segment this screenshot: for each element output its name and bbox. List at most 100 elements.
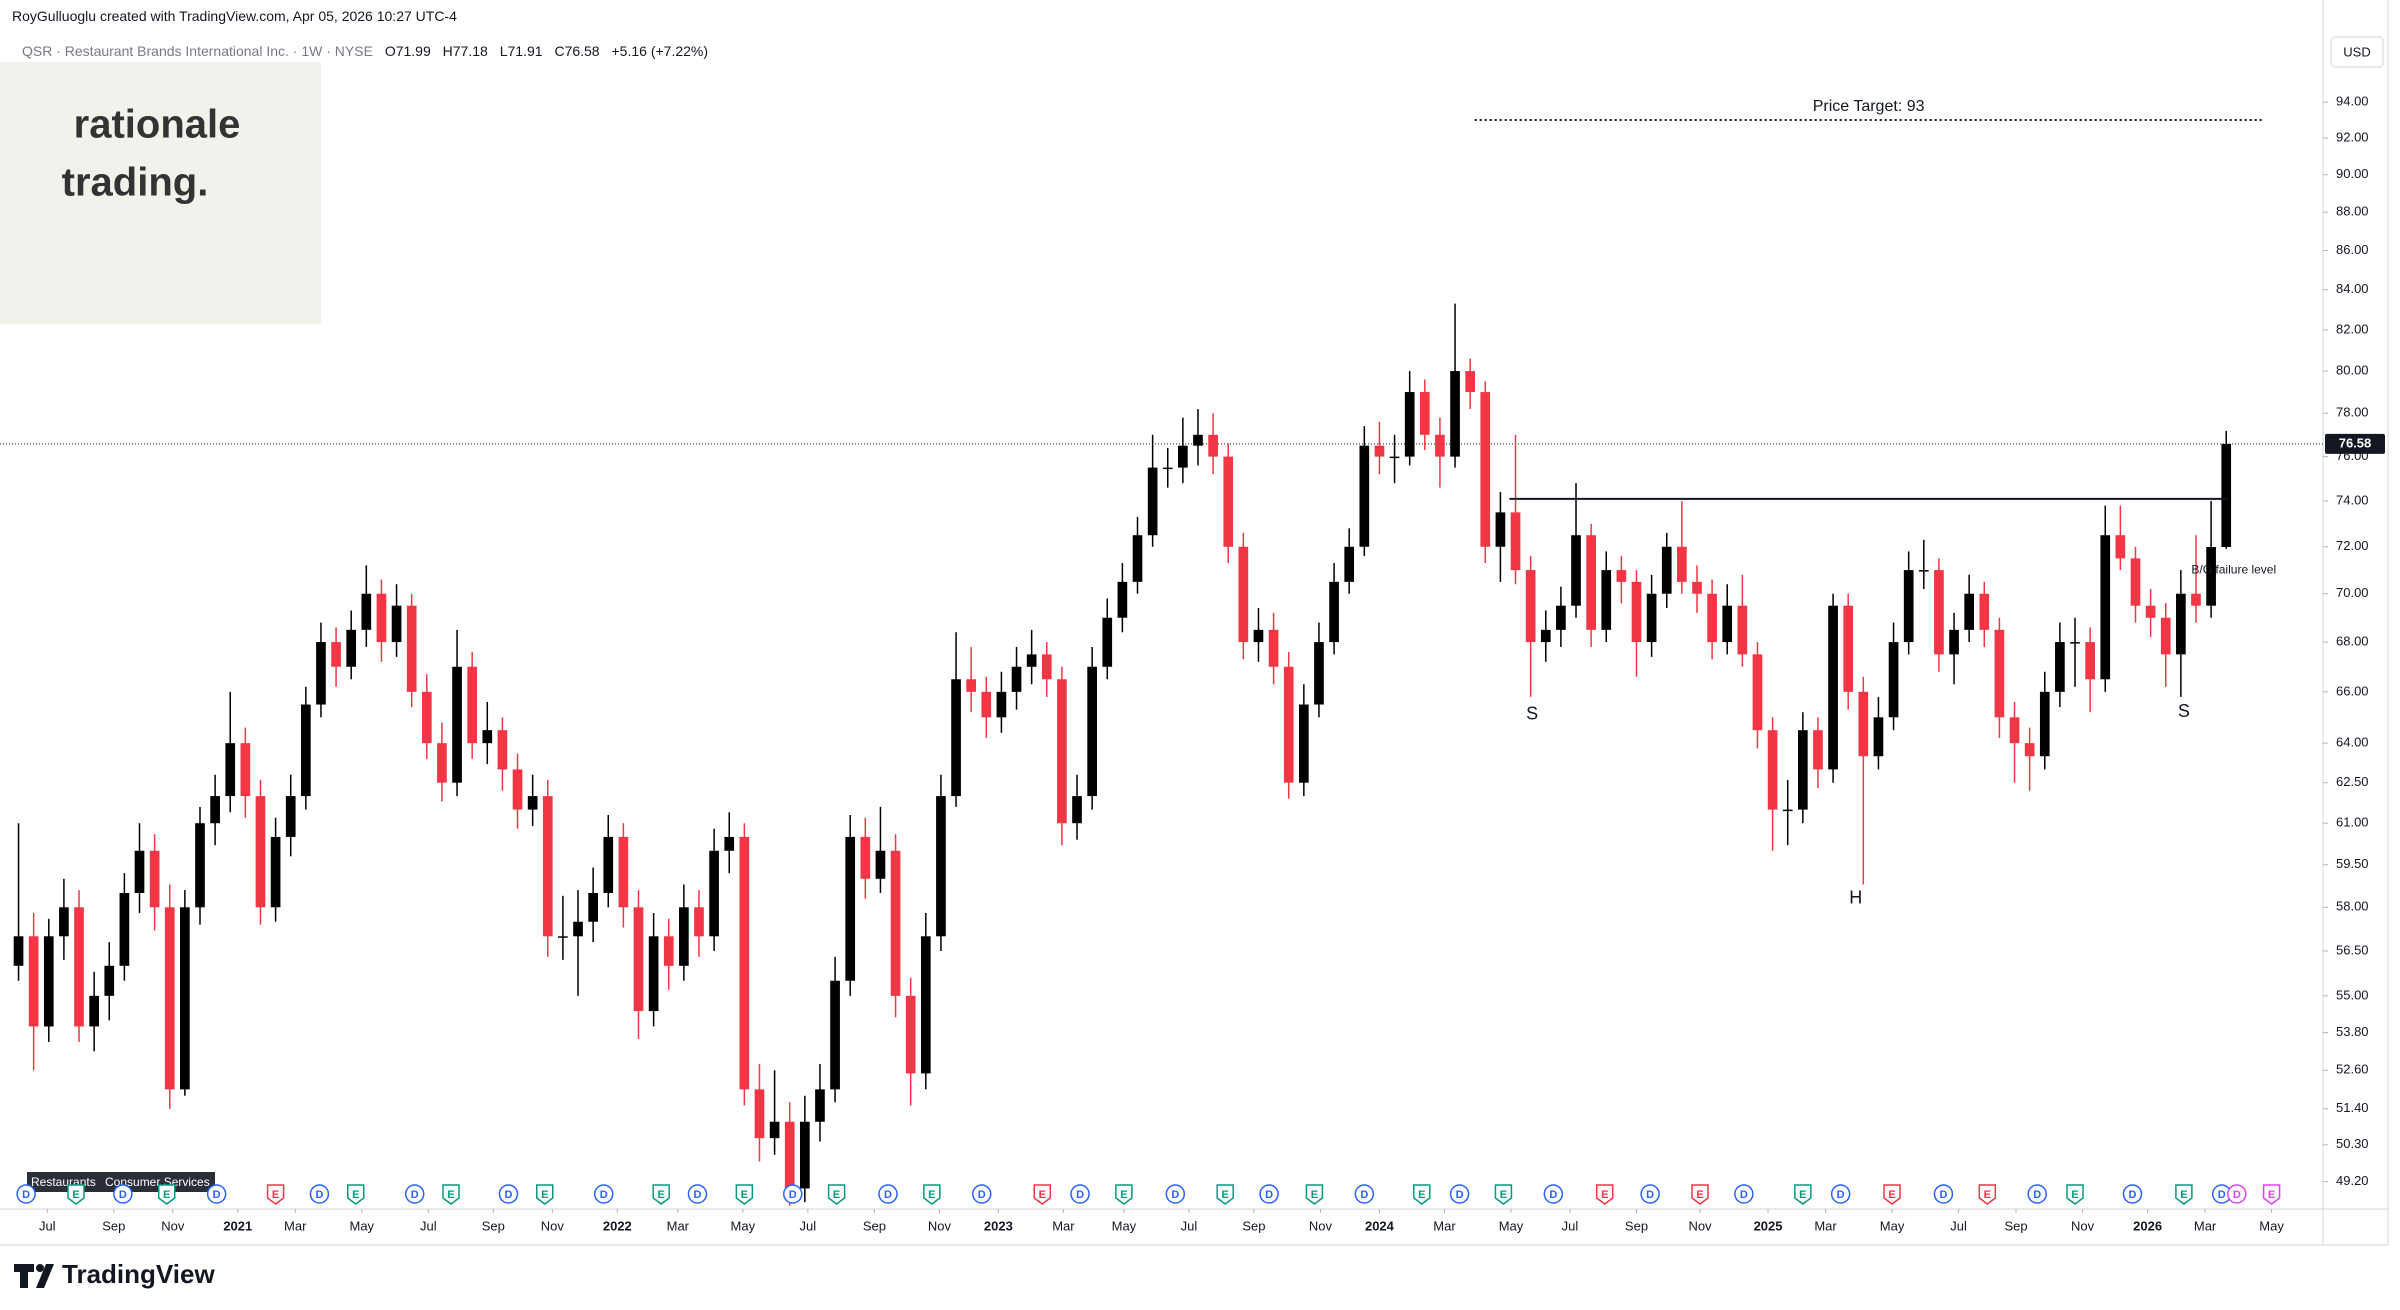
event-label: E (163, 1189, 170, 1201)
event-icon[interactable]: E (652, 1184, 670, 1205)
event-icon[interactable]: E (266, 1184, 285, 1205)
event-shape (1691, 1184, 1709, 1205)
event-label: E (1601, 1189, 1608, 1201)
event-icon[interactable]: D (782, 1184, 803, 1204)
y-tick-label: 51.40 (2336, 1100, 2369, 1115)
candle-body (769, 1121, 780, 1139)
event-label: E (1888, 1189, 1895, 1201)
currency-box[interactable] (2330, 36, 2384, 68)
candle-body (255, 796, 266, 908)
candle-body (497, 730, 508, 770)
event-icon[interactable]: D (1734, 1184, 1754, 1204)
event-shape (113, 1184, 133, 1204)
candle-body (13, 936, 24, 966)
candle-body (1540, 629, 1551, 643)
event-icon[interactable]: E (827, 1184, 846, 1205)
event-shape (1115, 1184, 1133, 1205)
event-icon[interactable]: D (16, 1184, 36, 1204)
event-icon[interactable]: E (1115, 1184, 1133, 1205)
event-icon[interactable]: E (442, 1184, 460, 1205)
event-icon[interactable]: E (1794, 1184, 1812, 1205)
candle-body (603, 836, 614, 893)
candle-body (421, 691, 432, 744)
event-label: D (1837, 1189, 1845, 1201)
event-icon[interactable]: D (2122, 1184, 2143, 1204)
y-tick-label: 84.00 (2336, 281, 2369, 296)
event-icon[interactable]: E (1033, 1184, 1051, 1205)
candle-body (28, 936, 39, 1027)
event-icon[interactable]: E (2175, 1184, 2193, 1205)
event-icon[interactable]: D (1070, 1184, 1090, 1204)
candle-body (1994, 629, 2005, 718)
event-icon[interactable]: D (1933, 1184, 1954, 1204)
y-tick-label: 64.00 (2336, 735, 2369, 750)
ohlc-label: O (384, 43, 396, 59)
event-icon[interactable]: D (113, 1184, 133, 1204)
event-icon[interactable]: D (972, 1184, 992, 1204)
event-icon[interactable]: D (1543, 1184, 1564, 1204)
candle-body (1571, 535, 1581, 606)
event-icon[interactable]: E (536, 1184, 554, 1205)
candle-body (1631, 581, 1642, 643)
event-icon[interactable]: D (1640, 1184, 1660, 1204)
y-tick-label: 52.60 (2336, 1062, 2369, 1077)
event-shape (67, 1184, 85, 1205)
event-icon[interactable]: D (404, 1184, 425, 1204)
event-icon[interactable]: D (309, 1184, 330, 1204)
event-icon[interactable]: E (346, 1184, 365, 1205)
y-tick-label: 61.00 (2336, 815, 2369, 830)
event-label: E (447, 1189, 454, 1201)
event-icon[interactable]: E (1596, 1184, 1614, 1205)
candle-body (1677, 546, 1687, 582)
event-icon[interactable]: E (1216, 1184, 1234, 1205)
candle-body (1979, 593, 1990, 630)
event-icon[interactable]: E (923, 1184, 941, 1205)
price-target-label: Price Target: 93 (1813, 98, 1925, 115)
candle-body (633, 907, 644, 1012)
event-label: D (1646, 1189, 1654, 1201)
event-icon[interactable]: D (2227, 1184, 2247, 1204)
event-icon[interactable]: D (687, 1184, 708, 1204)
event-icon[interactable]: D (1165, 1184, 1186, 1204)
candle-body (739, 836, 750, 1090)
event-icon[interactable]: E (1413, 1184, 1431, 1205)
event-label: E (833, 1189, 840, 1201)
event-icon[interactable]: E (2066, 1184, 2084, 1205)
y-tick-label: 53.80 (2336, 1024, 2369, 1039)
symbol: QSR · Restaurant Brands International In… (22, 43, 373, 59)
candle-body (210, 796, 220, 824)
ohlc-label: C (554, 43, 565, 59)
event-icon[interactable]: D (1449, 1184, 1470, 1204)
candle-body (527, 796, 538, 810)
event-icon[interactable]: E (1883, 1184, 1901, 1205)
event-icon[interactable]: D (498, 1184, 519, 1204)
y-tick-label: 66.00 (2336, 683, 2369, 698)
event-label: D (1740, 1189, 1748, 1201)
candle-body (694, 907, 704, 937)
event-icon[interactable]: E (1305, 1184, 1324, 1205)
event-icon[interactable]: E (67, 1184, 85, 1205)
event-icon[interactable]: D (206, 1184, 227, 1204)
event-shape (687, 1184, 708, 1204)
event-icon[interactable]: D (593, 1184, 614, 1204)
event-icon[interactable]: E (1691, 1184, 1709, 1205)
event-icon[interactable]: E (1978, 1184, 1997, 1205)
candle-body (1298, 704, 1309, 783)
candle-body (558, 936, 568, 938)
candle-body (1495, 512, 1506, 547)
event-icon[interactable]: D (1830, 1184, 1851, 1204)
event-shape (1933, 1184, 1954, 1204)
x-tick-label: Jul (1950, 1218, 1967, 1233)
event-icon[interactable]: E (1494, 1184, 1513, 1205)
candle-body (1117, 581, 1128, 618)
event-icon[interactable]: D (2027, 1184, 2047, 1204)
ohlc-label: H (442, 43, 453, 59)
candle-body (1510, 512, 1521, 571)
event-icon[interactable]: D (878, 1184, 898, 1204)
event-icon[interactable]: E (2262, 1184, 2281, 1205)
event-icon[interactable]: E (735, 1184, 754, 1205)
event-icon[interactable]: E (157, 1184, 176, 1205)
event-icon[interactable]: D (1259, 1184, 1279, 1204)
candle-body (2206, 546, 2216, 606)
event-icon[interactable]: D (1354, 1184, 1375, 1204)
